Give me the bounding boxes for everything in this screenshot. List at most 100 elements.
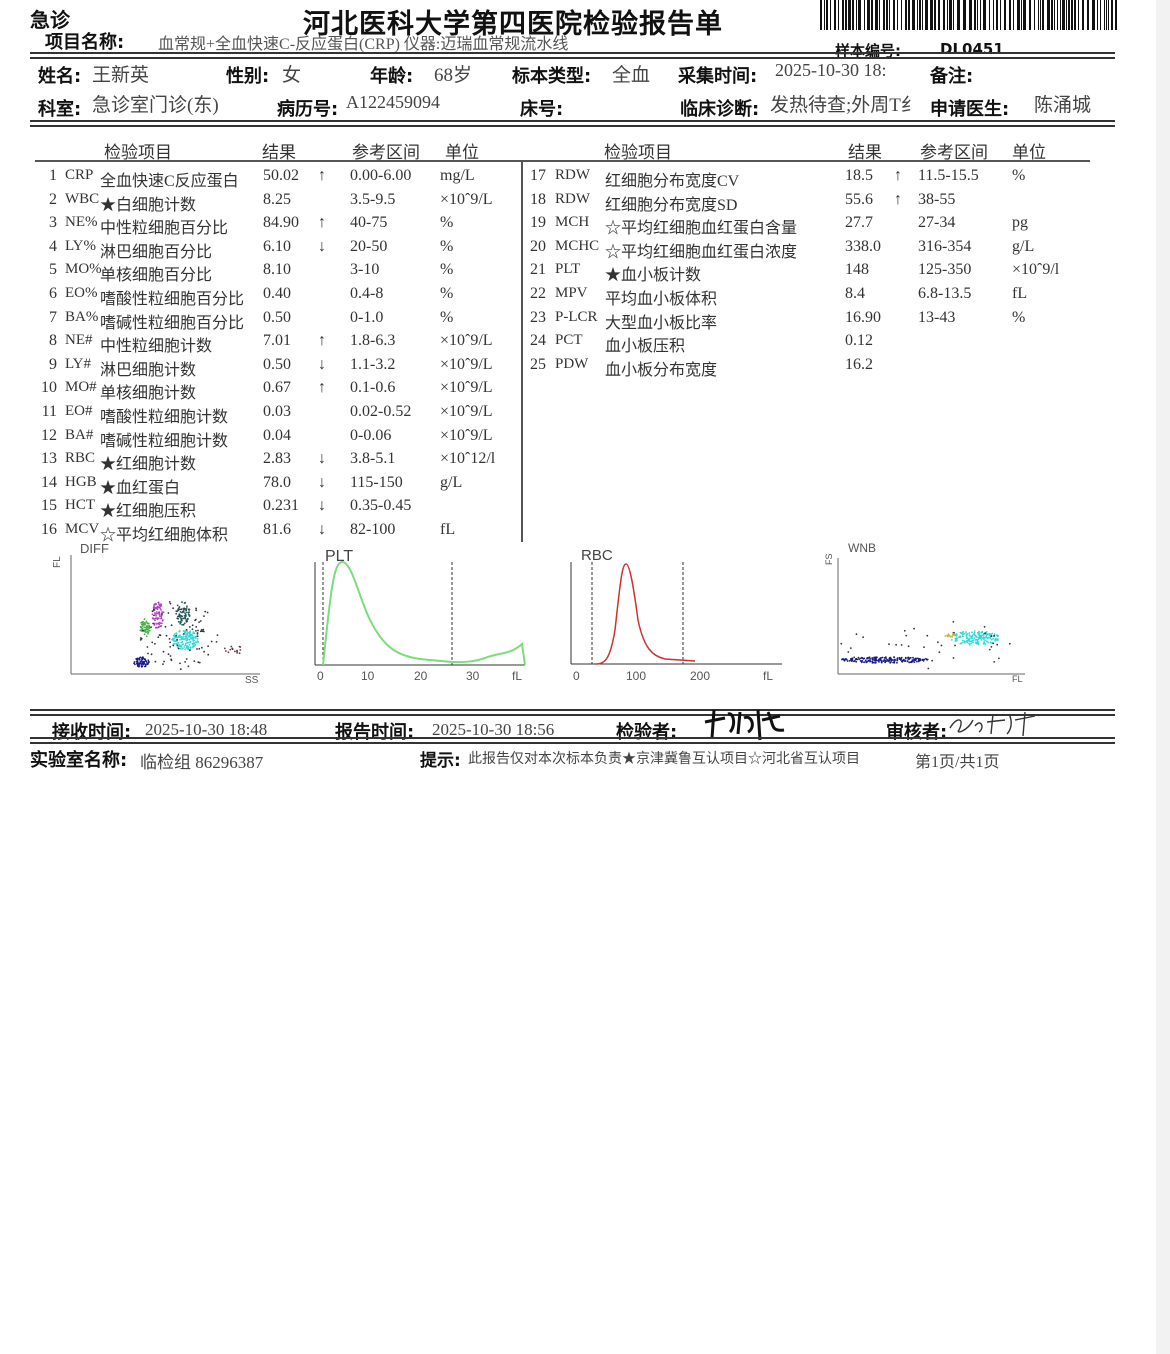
- barcode-bar: [848, 0, 851, 30]
- row-code: RBC: [65, 450, 96, 467]
- scatter-point: [962, 630, 965, 633]
- scatter-point: [182, 630, 185, 632]
- scatter-point: [858, 658, 861, 661]
- scatter-point: [952, 620, 955, 623]
- dept-value: 急诊室门诊(东): [92, 95, 219, 116]
- scatter-point: [965, 631, 967, 633]
- divider: [30, 709, 1115, 711]
- scatter-point: [902, 659, 905, 662]
- barcode-bar: [989, 0, 990, 30]
- scatter-point: [176, 604, 179, 607]
- row-ref: 3-10: [350, 261, 380, 279]
- scatter-point: [169, 655, 172, 657]
- scatter-point: [201, 646, 203, 649]
- scatter-point: [143, 630, 146, 633]
- scatter-point: [156, 622, 158, 625]
- scatter-point: [874, 661, 877, 664]
- barcode-bar: [912, 0, 915, 30]
- scatter-point: [171, 638, 174, 641]
- scatter-point: [176, 610, 179, 613]
- row-result: 0.231: [263, 497, 299, 515]
- barcode-bar: [930, 0, 933, 30]
- scatter-point: [185, 620, 188, 623]
- sample-label: 样本编号:: [835, 42, 901, 60]
- scatter-point: [187, 641, 190, 644]
- row-unit: g/L: [1012, 237, 1035, 255]
- scatter-point: [183, 622, 186, 625]
- scatter-point: [189, 634, 191, 637]
- plt-tick: 20: [414, 669, 428, 683]
- barcode-bar: [830, 0, 831, 30]
- scatter-point: [179, 647, 182, 650]
- scatter-point: [955, 637, 958, 640]
- row-code: RDW: [555, 167, 590, 183]
- scatter-point: [195, 607, 198, 610]
- scatter-point: [185, 636, 188, 639]
- scatter-point: [971, 635, 974, 638]
- scatter-point: [983, 625, 986, 628]
- row-ref: 27-34: [918, 214, 956, 232]
- scatter-point: [199, 630, 202, 633]
- scatter-point: [182, 623, 185, 626]
- scatter-point: [940, 644, 943, 647]
- scatter-point: [145, 635, 148, 638]
- row-code: NE%: [65, 214, 98, 231]
- row-ref: 0.02-0.52: [350, 403, 412, 420]
- row-name: 单核细胞百分比: [100, 267, 213, 285]
- scatter-point: [194, 619, 197, 622]
- diff-points: [133, 601, 242, 671]
- row-ref: 316-354: [918, 237, 972, 255]
- row-name: ☆平均红细胞血红蛋白含量: [605, 220, 798, 238]
- scatter-point: [180, 636, 183, 638]
- item-label: 项目名称:: [45, 32, 125, 53]
- patient-age: 68岁: [434, 65, 473, 86]
- row-no: 19: [530, 214, 546, 232]
- scatter-point: [142, 620, 144, 623]
- scatter-point: [188, 638, 191, 641]
- scatter-point: [996, 634, 998, 637]
- scatter-point: [146, 625, 149, 627]
- scatter-point: [210, 640, 213, 643]
- barcode-bar: [1104, 0, 1105, 30]
- scatter-point: [906, 660, 909, 663]
- row-ref: 20-50: [350, 237, 388, 255]
- row-no: 18: [530, 190, 546, 208]
- scatter-point: [153, 604, 156, 606]
- row-name: 淋巴细胞百分比: [100, 243, 213, 261]
- barcode-bar: [1066, 0, 1067, 30]
- scatter-point: [976, 636, 978, 638]
- collect-label: 采集时间:: [678, 66, 758, 87]
- row-name: 淋巴细胞计数: [100, 361, 197, 379]
- scatter-point: [234, 650, 236, 653]
- scatter-point: [184, 648, 187, 651]
- row-code: HCT: [65, 497, 95, 514]
- emergency-tag: 急诊: [30, 8, 70, 32]
- row-code: BA#: [65, 426, 94, 443]
- row-result: 6.10: [263, 237, 291, 255]
- row-no: 11: [41, 403, 57, 420]
- scatter-point: [185, 639, 188, 642]
- row-unit: mg/L: [440, 167, 475, 184]
- scatter-point: [147, 659, 150, 662]
- row-no: 3: [49, 214, 57, 232]
- scatter-point: [198, 621, 201, 623]
- scatter-point: [151, 613, 154, 616]
- scatter-point: [143, 665, 146, 668]
- scatter-point: [175, 634, 178, 637]
- scatter-point: [184, 644, 187, 647]
- scatter-point: [189, 630, 192, 633]
- row-result: 0.40: [263, 285, 291, 302]
- wnb-ylabel: FS: [824, 553, 834, 565]
- scatter-point: [178, 644, 181, 646]
- scatter-point: [202, 630, 205, 633]
- row-unit: ×10ˆ9/L: [440, 332, 493, 350]
- row-code: CRP: [65, 167, 94, 183]
- scatter-point: [937, 641, 939, 644]
- scatter-point: [980, 634, 983, 637]
- barcode-bar: [852, 0, 854, 30]
- scatter-point: [970, 642, 972, 645]
- scatter-point: [143, 660, 146, 663]
- scatter-point: [860, 660, 862, 662]
- barcode-bar: [908, 0, 910, 30]
- scatter-point: [985, 640, 988, 643]
